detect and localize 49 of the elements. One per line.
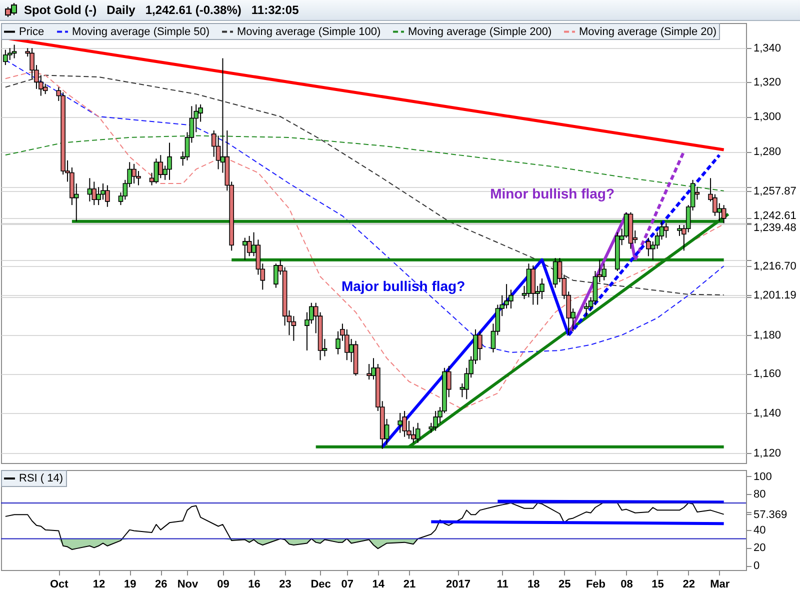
x-tick-label: 16 — [248, 578, 260, 590]
legend-label: Moving average (Simple 20) — [579, 26, 717, 38]
annotation: Major bullish flag? — [341, 278, 466, 294]
y-tick-label: 1,140 — [754, 407, 782, 420]
x-tick-label: Oct — [50, 578, 69, 590]
x-tick-label: 22 — [682, 578, 695, 590]
x-tick-label: Dec — [310, 578, 331, 590]
y-tick-label: 57.369 — [754, 508, 788, 521]
x-tick-label: 15 — [652, 578, 664, 590]
y-tick-label: 0 — [754, 560, 760, 572]
y-tick-label: 80 — [754, 488, 766, 501]
x-tick-label: 2017 — [446, 578, 470, 590]
x-tick-label: 19 — [124, 578, 136, 590]
x-tick-label: 23 — [279, 578, 292, 590]
legend-label: Moving average (Simple 50) — [72, 26, 210, 38]
x-tick-label: Feb — [586, 578, 606, 590]
x-tick-label: Nov — [177, 578, 200, 590]
y-tick-label: 1,239.48 — [754, 222, 796, 234]
chart-title: Spot Gold (-) Daily 1,242.61 (-0.38%) 11:32:05 — [24, 3, 299, 17]
x-tick-label: 11 — [496, 578, 508, 590]
y-tick-label: 1,340 — [754, 42, 782, 55]
x-tick-label: Mar — [710, 578, 730, 590]
x-tick-label: 08 — [620, 578, 633, 590]
x-tick-label: 07 — [341, 578, 354, 590]
y-tick-label: 1,120 — [754, 447, 782, 460]
y-tick-label: 1,242.61 — [754, 210, 796, 222]
x-tick-label: 14 — [372, 578, 386, 590]
x-tick-label: 21 — [403, 578, 416, 590]
y-tick-label: 1,320 — [754, 76, 782, 89]
y-tick-label: 1,257.87 — [754, 185, 796, 198]
x-tick-label: 26 — [155, 578, 168, 590]
x-tick-label: 18 — [528, 578, 540, 590]
y-tick-label: 40 — [754, 524, 766, 536]
y-tick-label: 1,300 — [754, 111, 782, 124]
legend-label: Moving average (Simple 100) — [237, 26, 381, 38]
y-tick-label: 1,280 — [754, 146, 782, 158]
y-tick-label: 1,216.70 — [754, 260, 796, 272]
y-tick-label: 100 — [754, 470, 772, 483]
x-tick-label: 09 — [217, 578, 230, 590]
legend-label: Price — [19, 26, 44, 38]
x-tick-label: 12 — [92, 578, 106, 590]
y-tick-label: 20 — [754, 542, 766, 554]
y-tick-label: 1,160 — [754, 368, 782, 380]
annotation: Minor bullish flag? — [490, 186, 615, 202]
y-tick-label: 1,201.19 — [754, 289, 796, 302]
x-tick-label: 25 — [558, 578, 571, 590]
y-tick-label: 1,180 — [754, 330, 782, 342]
legend-label: Moving average (Simple 200) — [408, 26, 552, 38]
legend-label: RSI ( 14) — [19, 472, 64, 484]
